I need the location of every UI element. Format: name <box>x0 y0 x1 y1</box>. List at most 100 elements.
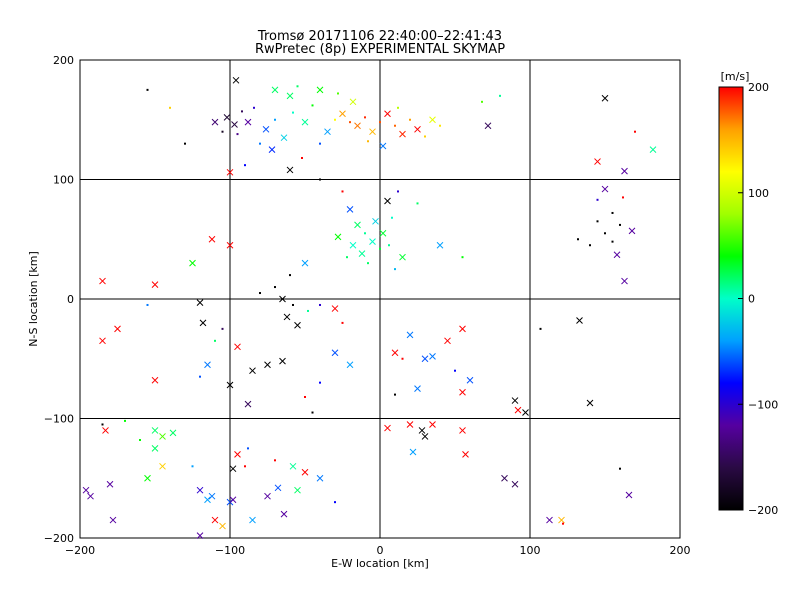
data-point-x <box>301 118 309 126</box>
data-point-dot <box>214 339 216 342</box>
data-point-dot <box>394 124 396 127</box>
data-point-x <box>151 376 159 384</box>
data-point-x <box>279 357 286 365</box>
data-point-x <box>601 94 609 102</box>
data-point-dot <box>634 130 636 133</box>
data-point-x <box>459 427 466 434</box>
data-point-x <box>484 122 492 130</box>
data-point-dot <box>619 223 621 226</box>
data-point-x <box>159 462 166 470</box>
data-point-x <box>204 496 211 504</box>
data-point-x <box>621 277 628 285</box>
y-tick-label: −200 <box>44 532 74 545</box>
data-point-x <box>226 168 234 176</box>
data-point-x <box>229 496 237 504</box>
data-point-x <box>274 484 282 492</box>
chart-subtitle: RwPretec (8p) EXPERIMENTAL SKYMAP <box>255 42 505 57</box>
data-point-x <box>369 128 376 136</box>
data-point-x <box>223 114 231 121</box>
data-point-dot <box>619 467 621 470</box>
data-point-x <box>279 295 286 303</box>
data-point-x <box>99 277 106 285</box>
data-point-dot <box>341 321 344 324</box>
data-point-dot <box>319 381 321 384</box>
data-point-dot <box>397 106 399 109</box>
data-point-x <box>421 433 429 440</box>
data-point-x <box>649 146 657 153</box>
data-point-x <box>82 486 90 494</box>
data-point-dot <box>334 118 336 121</box>
data-point-dot <box>499 94 501 97</box>
data-point-x <box>601 185 609 193</box>
data-point-dot <box>604 232 606 235</box>
data-point-dot <box>292 111 294 114</box>
data-point-dot <box>349 121 351 124</box>
data-point-x <box>349 98 357 106</box>
data-point-dot <box>562 522 564 525</box>
data-point-x <box>354 122 361 130</box>
data-point-dot <box>379 247 381 250</box>
data-point-dot <box>259 292 261 295</box>
data-point-x <box>286 166 294 174</box>
data-point-dot <box>364 116 366 119</box>
data-point-dot <box>146 303 149 306</box>
data-point-x <box>244 400 252 408</box>
data-point-x <box>444 337 451 345</box>
data-point-x <box>358 250 366 257</box>
data-point-x <box>466 376 474 384</box>
x-tick-label: −100 <box>215 544 245 557</box>
data-point-x <box>211 516 219 524</box>
data-point-x <box>354 221 361 229</box>
data-point-dot <box>259 142 261 145</box>
data-point-dot <box>611 211 614 214</box>
data-point-x <box>280 510 288 518</box>
data-point-dot <box>341 190 344 193</box>
data-point-dot <box>409 118 411 121</box>
colorbar-tick-label: −200 <box>748 504 778 517</box>
data-point-x <box>169 429 177 437</box>
data-point-x <box>316 86 324 94</box>
data-point-x <box>294 321 301 329</box>
data-point-x <box>226 381 234 389</box>
data-point-x <box>459 388 466 396</box>
y-tick-label: −100 <box>44 413 74 426</box>
data-point-x <box>249 367 256 375</box>
data-point-dot <box>139 439 141 442</box>
data-point-dot <box>391 216 393 219</box>
data-point-x <box>399 130 406 138</box>
data-point-dot <box>241 110 243 113</box>
data-point-dot <box>146 88 149 91</box>
data-point-dot <box>274 286 276 289</box>
data-point-x <box>234 450 241 458</box>
colorbar-label: [m/s] <box>721 70 750 83</box>
data-point-x <box>208 235 216 243</box>
data-point-x <box>196 299 204 306</box>
data-point-x <box>229 465 237 473</box>
data-point-dot <box>292 303 294 306</box>
grid-lines <box>80 60 680 538</box>
data-point-x <box>268 146 276 153</box>
data-point-x <box>625 491 633 499</box>
data-point-x <box>264 361 271 369</box>
data-point-dot <box>169 106 171 109</box>
data-point-x <box>114 325 121 333</box>
y-tick-label: 200 <box>53 54 74 67</box>
data-point-x <box>558 516 565 524</box>
data-point-dot <box>367 140 369 143</box>
data-point-dot <box>253 106 255 109</box>
data-point-x <box>294 486 301 494</box>
data-point-dot <box>346 256 348 259</box>
data-point-dot <box>481 100 483 103</box>
data-point-dot <box>319 142 321 145</box>
data-point-dot <box>394 393 396 396</box>
y-tick-label: 0 <box>67 293 74 306</box>
data-point-x <box>196 486 204 494</box>
data-point-x <box>204 361 211 369</box>
x-tick-label: −200 <box>65 544 95 557</box>
data-point-x <box>244 118 252 126</box>
data-point-x <box>384 197 391 205</box>
data-point-dot <box>191 465 194 468</box>
x-tick-label: 200 <box>670 544 691 557</box>
data-point-x <box>511 480 519 488</box>
